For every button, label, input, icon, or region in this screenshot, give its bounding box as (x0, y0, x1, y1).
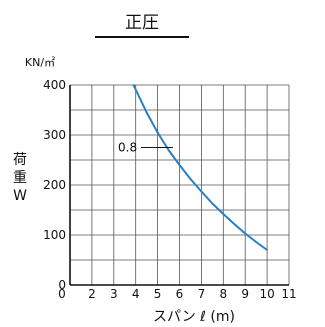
x-tick-label: 8 (219, 287, 227, 301)
y-tick-label: 300 (43, 128, 66, 142)
data-point (255, 241, 258, 243)
x-tick-label: 10 (259, 287, 274, 301)
data-point (132, 84, 135, 86)
x-tick-label: 4 (132, 287, 140, 301)
x-tick-label: 2 (88, 287, 96, 301)
chart-title: 正圧 (125, 13, 159, 33)
x-tick-label: 5 (154, 287, 162, 301)
x-tick-label: 0 (58, 287, 66, 301)
data-point (145, 111, 148, 114)
data-point (244, 232, 247, 235)
y-axis-label-char-3: W (13, 188, 27, 204)
y-tick-label: 400 (43, 78, 66, 92)
y-axis-label-char-1: 荷 (13, 152, 27, 168)
y-axis-label-char-2: 重 (13, 170, 27, 186)
data-point (222, 213, 225, 215)
tick-labels: 0 100 200 300 400 0 2 3 4 5 6 7 8 9 10 11 (43, 78, 297, 301)
y-tick-label: 100 (43, 228, 66, 242)
grid (69, 84, 290, 286)
data-point (266, 249, 268, 251)
x-tick-label: 7 (198, 287, 206, 301)
y-unit-label: KN/㎡ (25, 56, 55, 69)
data-point (167, 149, 170, 151)
x-tick-label: 6 (176, 287, 184, 301)
y-tick-label: 0 (58, 278, 66, 292)
x-tick-label: 3 (110, 287, 118, 301)
annotation: 0.8 (118, 141, 173, 155)
x-tick-label: 9 (241, 287, 249, 301)
data-point (178, 164, 181, 166)
series-annotation-label: 0.8 (118, 141, 137, 155)
series-group (132, 84, 268, 251)
data-point (233, 223, 236, 225)
data-point (156, 131, 159, 134)
data-point (189, 178, 192, 180)
data-point (200, 190, 203, 193)
y-tick-label: 200 (43, 178, 66, 192)
x-axis-label: スパン ℓ (m) (153, 309, 235, 325)
x-tick-label: 11 (281, 287, 296, 301)
data-point (211, 202, 214, 205)
